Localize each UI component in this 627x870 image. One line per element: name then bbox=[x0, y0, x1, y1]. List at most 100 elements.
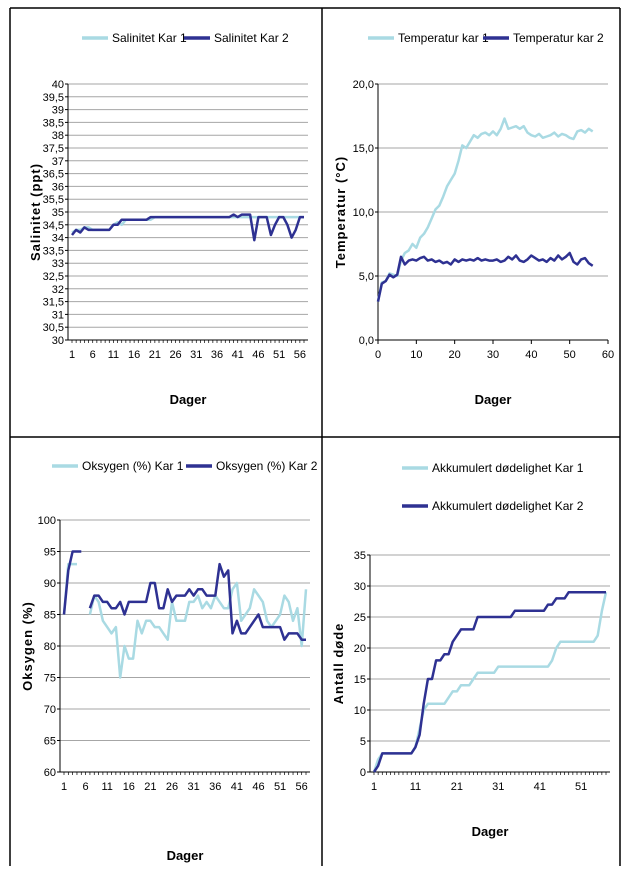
x-tick-label: 1 bbox=[61, 781, 67, 793]
y-tick-label: 65 bbox=[44, 736, 56, 748]
y-tick-label: 36,5 bbox=[43, 169, 64, 181]
y-tick-label: 0,0 bbox=[359, 335, 374, 347]
y-tick-label: 80 bbox=[44, 641, 56, 653]
y-tick-label: 30 bbox=[354, 581, 366, 593]
y-tick-label: 60 bbox=[44, 767, 56, 779]
x-tick-label: 21 bbox=[451, 781, 463, 793]
x-tick-label: 6 bbox=[83, 781, 89, 793]
y-tick-label: 39,5 bbox=[43, 92, 64, 104]
y-tick-label: 39 bbox=[52, 105, 64, 117]
y-tick-label: 20 bbox=[354, 643, 366, 655]
legend-label-2: Temperatur kar 2 bbox=[513, 31, 604, 45]
y-axis-label: Antall døde bbox=[331, 623, 346, 705]
x-tick-label: 1 bbox=[69, 349, 75, 361]
series-line-1 bbox=[376, 117, 594, 302]
y-tick-label: 34,5 bbox=[43, 220, 64, 232]
x-tick-label: 11 bbox=[102, 781, 113, 793]
x-tick-label: 31 bbox=[188, 781, 200, 793]
x-tick-label: 10 bbox=[410, 349, 422, 361]
x-tick-label: 30 bbox=[487, 349, 499, 361]
y-tick-label: 15 bbox=[354, 674, 366, 686]
y-tick-label: 35 bbox=[52, 207, 64, 219]
x-tick-label: 51 bbox=[273, 349, 285, 361]
y-tick-label: 10,0 bbox=[353, 207, 374, 219]
x-axis-label: Dager bbox=[167, 848, 204, 863]
x-tick-label: 36 bbox=[209, 781, 221, 793]
y-tick-label: 10 bbox=[354, 705, 366, 717]
x-tick-label: 46 bbox=[252, 781, 264, 793]
y-axis-label: Salinitet (ppt) bbox=[28, 163, 43, 261]
legend-label-1: Temperatur kar 1 bbox=[398, 31, 489, 45]
y-tick-label: 40 bbox=[52, 79, 64, 91]
series-line-2 bbox=[62, 550, 306, 641]
x-tick-label: 60 bbox=[602, 349, 614, 361]
x-tick-label: 41 bbox=[534, 781, 546, 793]
y-tick-label: 32 bbox=[52, 284, 64, 296]
x-tick-label: 56 bbox=[296, 781, 308, 793]
y-tick-label: 90 bbox=[44, 578, 56, 590]
x-tick-label: 26 bbox=[166, 781, 178, 793]
x-tick-label: 21 bbox=[149, 349, 161, 361]
legend-label-1: Akkumulert dødelighet Kar 1 bbox=[432, 461, 584, 475]
temperature-chart: 0,0 5,0 10,0 15,0 20,0 0 10 20 30 40 50 60 Dager Temp… bbox=[333, 31, 614, 407]
y-tick-label: 37,5 bbox=[43, 143, 64, 155]
y-axis-label: Oksygen (%) bbox=[20, 601, 35, 691]
legend-label-2: Akkumulert dødelighet Kar 2 bbox=[432, 499, 584, 513]
y-tick-label: 35 bbox=[354, 550, 366, 562]
y-tick-label: 15,0 bbox=[353, 143, 374, 155]
x-tick-label: 21 bbox=[144, 781, 156, 793]
y-tick-label: 25 bbox=[354, 612, 366, 624]
y-tick-label: 20,0 bbox=[353, 79, 374, 91]
x-tick-label: 6 bbox=[90, 349, 96, 361]
legend-label-2: Oksygen (%) Kar 2 bbox=[216, 459, 318, 473]
series-line-2 bbox=[372, 590, 606, 773]
x-tick-label: 41 bbox=[231, 781, 243, 793]
x-tick-label: 41 bbox=[232, 349, 244, 361]
y-tick-label: 32,5 bbox=[43, 271, 64, 283]
y-tick-label: 33,5 bbox=[43, 245, 64, 257]
y-tick-label: 34 bbox=[52, 233, 64, 245]
y-tick-label: 31,5 bbox=[43, 297, 64, 309]
y-tick-label: 30 bbox=[52, 335, 64, 347]
x-tick-label: 26 bbox=[169, 349, 181, 361]
y-tick-label: 75 bbox=[44, 673, 56, 685]
y-tick-label: 5 bbox=[360, 736, 366, 748]
y-tick-label: 95 bbox=[44, 547, 56, 559]
x-tick-label: 16 bbox=[128, 349, 140, 361]
salinity-chart: 3030,53131,53232,53333,53434,53535,53636… bbox=[28, 31, 308, 407]
series-line-2 bbox=[71, 213, 304, 242]
x-axis-label: Dager bbox=[475, 392, 512, 407]
y-tick-label: 31 bbox=[52, 309, 64, 321]
series-line-2 bbox=[376, 251, 594, 302]
legend-label-1: Salinitet Kar 1 bbox=[112, 31, 187, 45]
y-tick-label: 38 bbox=[52, 130, 64, 142]
y-tick-label: 35,5 bbox=[43, 194, 64, 206]
legend-label-1: Oksygen (%) Kar 1 bbox=[82, 459, 184, 473]
x-tick-label: 51 bbox=[274, 781, 286, 793]
x-tick-label: 36 bbox=[211, 349, 223, 361]
y-axis-label: Temperatur (°C) bbox=[333, 156, 348, 268]
y-tick-label: 70 bbox=[44, 704, 56, 716]
y-tick-label: 30,5 bbox=[43, 322, 64, 334]
y-tick-label: 0 bbox=[360, 767, 366, 779]
y-tick-label: 100 bbox=[38, 515, 56, 527]
x-tick-label: 1 bbox=[371, 781, 377, 793]
y-tick-label: 36 bbox=[52, 181, 64, 193]
x-tick-label: 0 bbox=[375, 349, 381, 361]
x-tick-label: 11 bbox=[410, 781, 421, 793]
x-tick-label: 56 bbox=[294, 349, 306, 361]
x-tick-label: 51 bbox=[575, 781, 587, 793]
x-tick-label: 40 bbox=[525, 349, 537, 361]
x-tick-label: 11 bbox=[108, 349, 119, 361]
x-tick-label: 20 bbox=[449, 349, 461, 361]
x-tick-label: 16 bbox=[123, 781, 135, 793]
y-tick-label: 5,0 bbox=[359, 271, 374, 283]
x-tick-label: 31 bbox=[492, 781, 504, 793]
x-axis-label: Dager bbox=[170, 392, 207, 407]
x-axis-label: Dager bbox=[472, 824, 509, 839]
y-tick-label: 38,5 bbox=[43, 117, 64, 129]
